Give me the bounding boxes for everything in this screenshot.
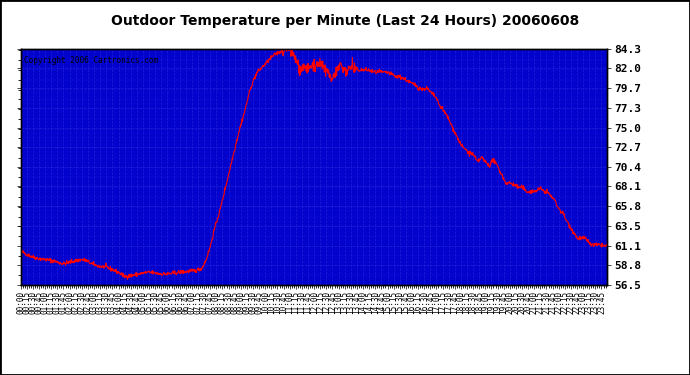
Text: Outdoor Temperature per Minute (Last 24 Hours) 20060608: Outdoor Temperature per Minute (Last 24 …: [111, 13, 579, 28]
Text: Copyright 2006 Cartronics.com: Copyright 2006 Cartronics.com: [23, 56, 158, 65]
